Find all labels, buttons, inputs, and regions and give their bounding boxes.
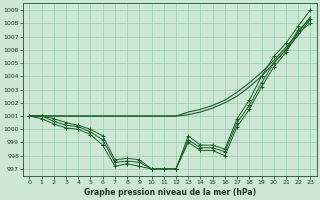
- X-axis label: Graphe pression niveau de la mer (hPa): Graphe pression niveau de la mer (hPa): [84, 188, 256, 197]
